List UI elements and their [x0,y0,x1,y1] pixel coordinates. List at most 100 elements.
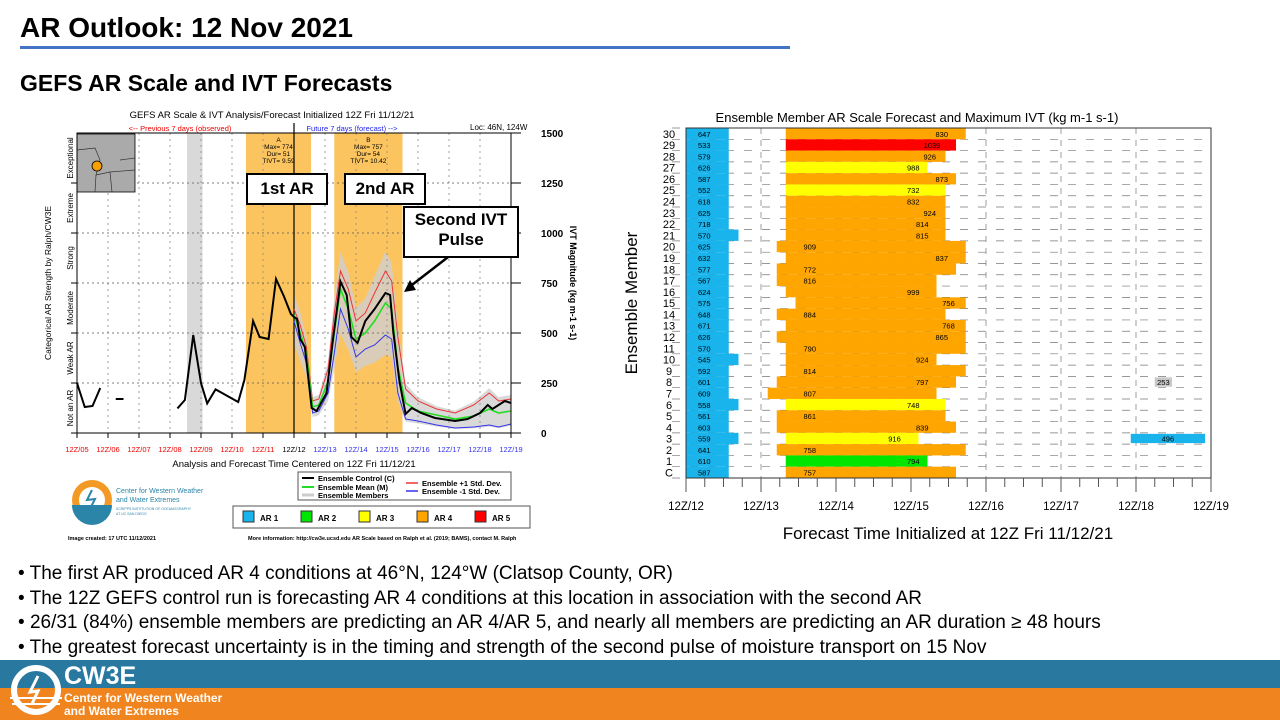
x-tick-label: 12Z/12 [668,501,704,513]
pre-event-bar [686,218,729,230]
slide-subtitle: GEFS AR Scale and IVT Forecasts [20,70,393,96]
member-label: 17 [663,276,675,288]
legend-plus-sd: Ensemble +1 Std. Dev. [422,479,502,488]
category-label: Exceptional [66,137,75,179]
x-tick-label: 12Z/07 [127,445,150,454]
pre-event-ivt: 567 [698,277,711,286]
max-ivt-label: 873 [935,175,948,184]
pre-event-ivt: 545 [698,356,711,365]
pre-event-bar [686,240,729,253]
member-label: 20 [663,242,675,254]
y-tick-label: 750 [541,279,558,290]
ar-event-tivt: TIVT= 9.59 [262,158,295,165]
y-tick-label: 500 [541,329,558,340]
image-created-label: Image created: 17 UTC 11/12/2021 [68,536,156,542]
x-tick-label: 12Z/15 [375,445,398,454]
pre-event-ivt: 592 [698,367,711,376]
right-y-axis-label: Ensemble Member [622,231,641,374]
x-tick-label: 12Z/13 [743,501,779,513]
pre-event-bar [686,432,739,445]
member-label: 2 [666,445,672,457]
ensemble-members-envelope [294,251,511,429]
cw3e-chart-logo: Center for Western Weather and Water Ext… [72,480,204,525]
ar-bar-member [785,286,937,298]
pre-event-bar [686,353,739,366]
pre-event-ivt: 570 [698,231,711,240]
x-tick-label: 12Z/11 [252,445,275,454]
ar-bar-member [785,161,928,174]
pre-event-bar [686,398,739,411]
more-info-label: More information: http://cw3e.ucsd.edu A… [248,536,517,542]
category-label: Weak AR [66,341,75,374]
pre-event-ivt: 647 [698,130,711,139]
series-line-ensemble-mean-m- [293,285,512,420]
y-tick-label: 0 [541,429,547,440]
x-tick-label: 12Z/14 [818,501,854,513]
category-label: Not an AR [66,390,75,427]
pre-event-ivt: 579 [698,152,711,161]
ar-event-max: Max= 774 [264,144,293,151]
member-label: 1 [666,456,672,468]
ar-bar-member [776,410,946,422]
pre-event-ivt: 609 [698,389,711,398]
ar-legend-label: AR 2 [318,514,337,523]
member-label: 3 [666,434,672,446]
member-label: 21 [663,230,675,242]
max-ivt-label: 758 [803,446,816,455]
second-ar-callout: 2nd AR [344,173,426,205]
pre-event-bar [686,195,729,208]
pre-event-ivt: 625 [698,243,711,252]
max-ivt-label: 814 [916,220,929,229]
y-tick-label: 250 [541,379,558,390]
pre-event-ivt: 648 [698,310,711,319]
max-ivt-label: 732 [907,186,920,195]
ar-bar-member [776,331,966,343]
ar-legend-swatch [358,510,371,523]
pre-event-bar [686,365,729,377]
member-label: 4 [666,422,672,434]
pre-event-ivt: 671 [698,322,711,331]
max-ivt-label: 814 [803,367,816,376]
max-ivt-label: 861 [803,412,816,421]
x-tick-label: 12Z/16 [968,501,1004,513]
y-tick-label: 1000 [541,229,564,240]
member-label: 25 [663,185,675,197]
ar-bar-member [785,365,966,377]
pre-event-ivt: 575 [698,299,711,308]
ar-bar-member [776,376,956,388]
series-legend: Ensemble Control (C) Ensemble Mean (M) E… [297,471,512,501]
ar-bar-member [785,207,946,219]
ar-legend-label: AR 4 [434,514,453,523]
member-label: 23 [663,208,675,220]
title-underline [20,46,790,49]
ar-legend-label: AR 1 [260,514,279,523]
max-ivt-label: 816 [803,277,816,286]
pre-event-ivt: 603 [698,423,711,432]
ar-event-dur: Dur= 54 [357,151,381,158]
pre-event-ivt: 624 [698,288,711,297]
ar-bar-member [776,444,966,456]
x-tick-label: 12Z/05 [65,445,88,454]
max-ivt-label: 999 [907,288,920,297]
member-label: 22 [663,219,675,231]
x-tick-label: 12Z/08 [158,445,181,454]
legend-minus-sd: Ensemble -1 Std. Dev. [422,487,500,496]
cw3e-logo-icon [10,665,62,715]
pre-event-ivt: 552 [698,186,711,195]
pre-event-ivt: 610 [698,457,711,466]
pre-event-bar [686,297,729,309]
ar-bar-member [785,319,966,332]
member-label: 29 [663,140,675,152]
second-ivt-pulse-callout: Second IVT Pulse [403,206,519,258]
ar-bar-member [776,274,937,287]
ar-bar-member [785,173,956,185]
pre-event-ivt: 587 [698,175,711,184]
category-label: Moderate [66,291,75,325]
max-ivt-label: 794 [907,457,920,466]
pre-event-bar [686,184,729,196]
pre-event-ivt: 641 [698,446,711,455]
ar-bar-member [785,466,956,478]
pre-event-bar [686,308,729,320]
pre-event-bar [686,387,729,399]
pre-event-bar [686,319,729,332]
